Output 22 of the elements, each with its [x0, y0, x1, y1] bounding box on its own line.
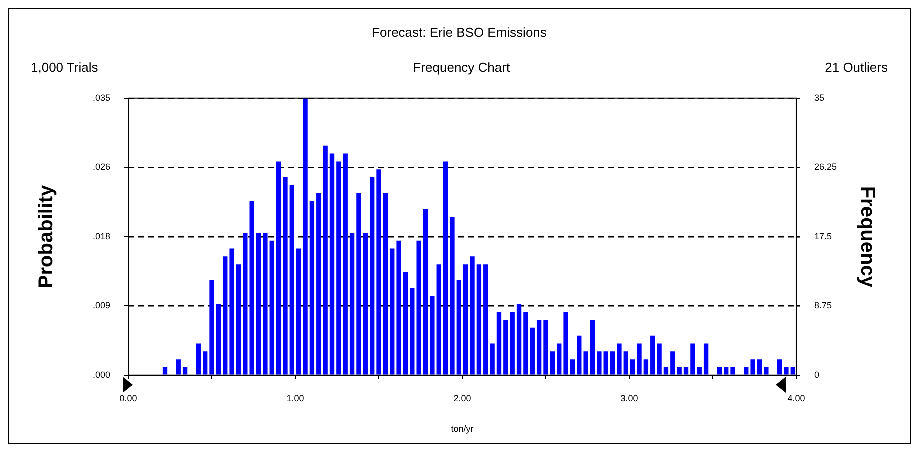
x-tick-label: 2.00	[454, 393, 472, 404]
y2-tick-label: .009	[92, 300, 111, 311]
x-tick-label: 0.00	[120, 393, 138, 404]
x-tick-label: 1.00	[286, 393, 304, 404]
y-tick-label: 0	[814, 370, 820, 380]
y2-tick-label: .035	[92, 92, 111, 103]
y2-tick-label: .026	[92, 162, 111, 172]
text: 1,000 Trials	[31, 60, 98, 75]
chart-title: Forecast: Erie BSO Emissions	[371, 25, 548, 40]
text: 21 Outliers	[825, 60, 888, 75]
y-tick-label: 35	[814, 92, 824, 103]
y2-tick-label: .000	[92, 370, 111, 380]
y-tick-label: 17.5	[814, 231, 832, 242]
y-tick-label: 8.75	[814, 300, 832, 311]
x-tick-label: 3.00	[620, 393, 638, 404]
chart-subtitle: Frequency Chart	[413, 60, 510, 75]
y2-tick-label: .018	[92, 231, 111, 242]
x-tick-label: 4.00	[788, 393, 806, 404]
y2-axis-title: Probability	[36, 184, 58, 289]
y-tick-label: 26.25	[814, 162, 838, 172]
y-axis-title: Frequency	[856, 186, 878, 288]
x-axis-title: ton/yr	[451, 424, 474, 434]
